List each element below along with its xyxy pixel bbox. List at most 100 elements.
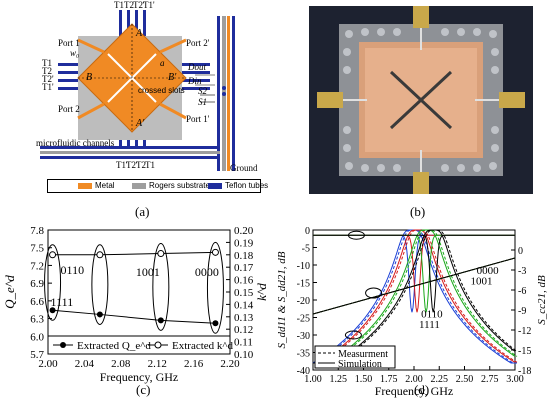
label-din: Din	[188, 76, 202, 86]
y-left-tick-label-d: -20	[297, 296, 310, 307]
port-1-label: Port 1	[58, 38, 80, 48]
t-label-top-3: T2'	[133, 0, 145, 10]
x-tick-label-d: 2.50	[456, 374, 474, 385]
chart-c: 2.00 2.04 2.08 2.12 2.16 2.20 5.7 6.0 6.3 6.6 6.9 7…	[2, 225, 269, 384]
y-left-tick-label-c: 6.0	[30, 331, 44, 343]
y-right-tick-label-c: 0.11	[234, 337, 253, 349]
t-label-bottom-3: T2	[136, 160, 146, 170]
t-label-top-4: T1'	[143, 0, 155, 10]
marker-ellipse-d	[365, 287, 383, 299]
y-left-tick-label-c: 6.3	[30, 314, 44, 326]
y-left-tick-label-c: 7.8	[30, 225, 44, 237]
label-a: a	[160, 58, 165, 68]
point-kd	[157, 250, 165, 258]
teflon-swatch	[208, 182, 222, 189]
y-right-tick-label-d: -12	[518, 326, 531, 337]
y-left-tick-label-c: 7.5	[30, 243, 44, 255]
y-left-tick-label-d: -35	[297, 349, 310, 360]
x-tick-label-d: 3.00	[506, 374, 524, 385]
x-tick-label-c: 2.12	[148, 358, 167, 370]
x-tick-label-d: 2.75	[481, 374, 499, 385]
state-label-d: 1111	[419, 319, 440, 331]
y-right-tick-label-c: 0.13	[234, 312, 254, 324]
t-label-left-2: T2	[42, 66, 52, 76]
sdd11-curve	[313, 234, 515, 313]
y-right-tick-label-d: -15	[518, 346, 531, 357]
state-label-c: 1001	[136, 265, 160, 279]
state-ellipse-c	[206, 241, 224, 334]
label-microfluidic: microfluidic channels	[36, 138, 115, 148]
legend-rogers-label: Rogers substrate	[149, 181, 210, 190]
series-line-kd	[52, 251, 216, 256]
legend-c-label-kd: Extracted k^d	[172, 340, 234, 352]
port-2-label: Port 2	[58, 104, 80, 114]
point-qe	[49, 307, 56, 314]
y-right-tick-label-c: 0.14	[234, 299, 254, 311]
state-label-c: 1111	[51, 295, 74, 309]
state-label-c: 0000	[195, 265, 219, 279]
y-left-tick-label-d: -15	[297, 279, 310, 290]
legend-c-marker-kd	[154, 341, 162, 349]
y-right-tick-label-c: 0.17	[234, 262, 254, 274]
state-ellipse-c	[152, 243, 170, 331]
photo-drawing	[309, 6, 533, 194]
sdd21-curve	[313, 229, 516, 364]
point-kd	[211, 248, 219, 256]
t-label-top-1: T1	[114, 0, 124, 10]
point-qe	[96, 311, 103, 318]
point-kd	[49, 251, 57, 259]
marker-ellipse-d	[344, 330, 362, 340]
sdd21-curve-measured	[315, 229, 518, 364]
t-label-bottom-1: T1'	[116, 160, 128, 170]
label-A-prime: A'	[136, 118, 145, 129]
y-right-tick-label-c: 0.15	[234, 287, 254, 299]
x-tick-label-d: 2.25	[431, 374, 449, 385]
y-right-tick-label-c: 0.16	[234, 275, 254, 287]
label-dout: Dout	[188, 62, 206, 72]
series-line-qe	[52, 309, 216, 324]
point-kd	[96, 251, 104, 259]
label-ground: Ground	[230, 163, 258, 173]
marker-ellipse-d	[347, 230, 365, 240]
t-label-bottom-2: T2'	[126, 160, 138, 170]
y-left-tick-label-c: 5.7	[30, 349, 44, 361]
metal-swatch	[78, 182, 92, 189]
y-left-tick-label-c: 6.6	[30, 296, 44, 308]
x-tick-label-d: 2.00	[405, 374, 423, 385]
legend-teflon: Teflon tubes	[208, 180, 268, 192]
state-label-c: 0110	[61, 263, 85, 277]
x-tick-label-d: 1.50	[355, 374, 373, 385]
legend-d-label-sim: Simulation	[338, 359, 382, 370]
y-left-tick-label-d: -5	[302, 244, 310, 255]
panel-a-legend: Metal Rogers substrate Teflon tubes	[47, 179, 268, 193]
y-right-axis-label-d: S_cc21, dB	[536, 275, 548, 325]
x-tick-label-d: 1.00	[304, 374, 322, 385]
y-left-tick-label-d: -10	[297, 261, 310, 272]
y-left-tick-label-c: 6.9	[30, 278, 44, 290]
fabricated-prototype-photo	[309, 6, 533, 194]
t-label-left-1: T1	[42, 58, 52, 68]
y-right-tick-label-c: 0.20	[234, 225, 254, 237]
x-tick-label-c: 2.00	[38, 358, 58, 370]
x-axis-label-c: Frequency, GHz	[100, 370, 179, 384]
port-1-prime-label: Port 1'	[186, 114, 210, 124]
y-right-axis-label-c: k^d	[254, 283, 269, 301]
label-B: B	[86, 72, 93, 83]
state-ellipse-c	[44, 244, 62, 321]
state-label-d: 0110	[421, 309, 443, 321]
label-w0: w₀	[70, 48, 80, 58]
y-right-tick-label-c: 0.18	[234, 250, 254, 262]
scc21-curve	[312, 257, 516, 315]
x-axis-label-d: Frequency, GHz	[375, 384, 454, 398]
point-qe	[212, 320, 219, 327]
chart-d: 1.00 1.25 1.50 1.75 2.00 2.25 2.50 2.75 3.00 0 -5 -…	[276, 226, 548, 398]
x-tick-label-c: 2.16	[184, 358, 204, 370]
t-label-left-4: T1'	[42, 82, 54, 92]
y-left-tick-label-d: -30	[297, 331, 310, 342]
caption-c: (c)	[136, 382, 151, 397]
caption-a: (a)	[135, 204, 150, 219]
y-left-tick-label-d: -25	[297, 314, 310, 325]
legend-c-box	[47, 335, 231, 355]
label-B-prime: B'	[168, 72, 177, 83]
y-left-tick-label-c: 7.2	[30, 260, 44, 272]
